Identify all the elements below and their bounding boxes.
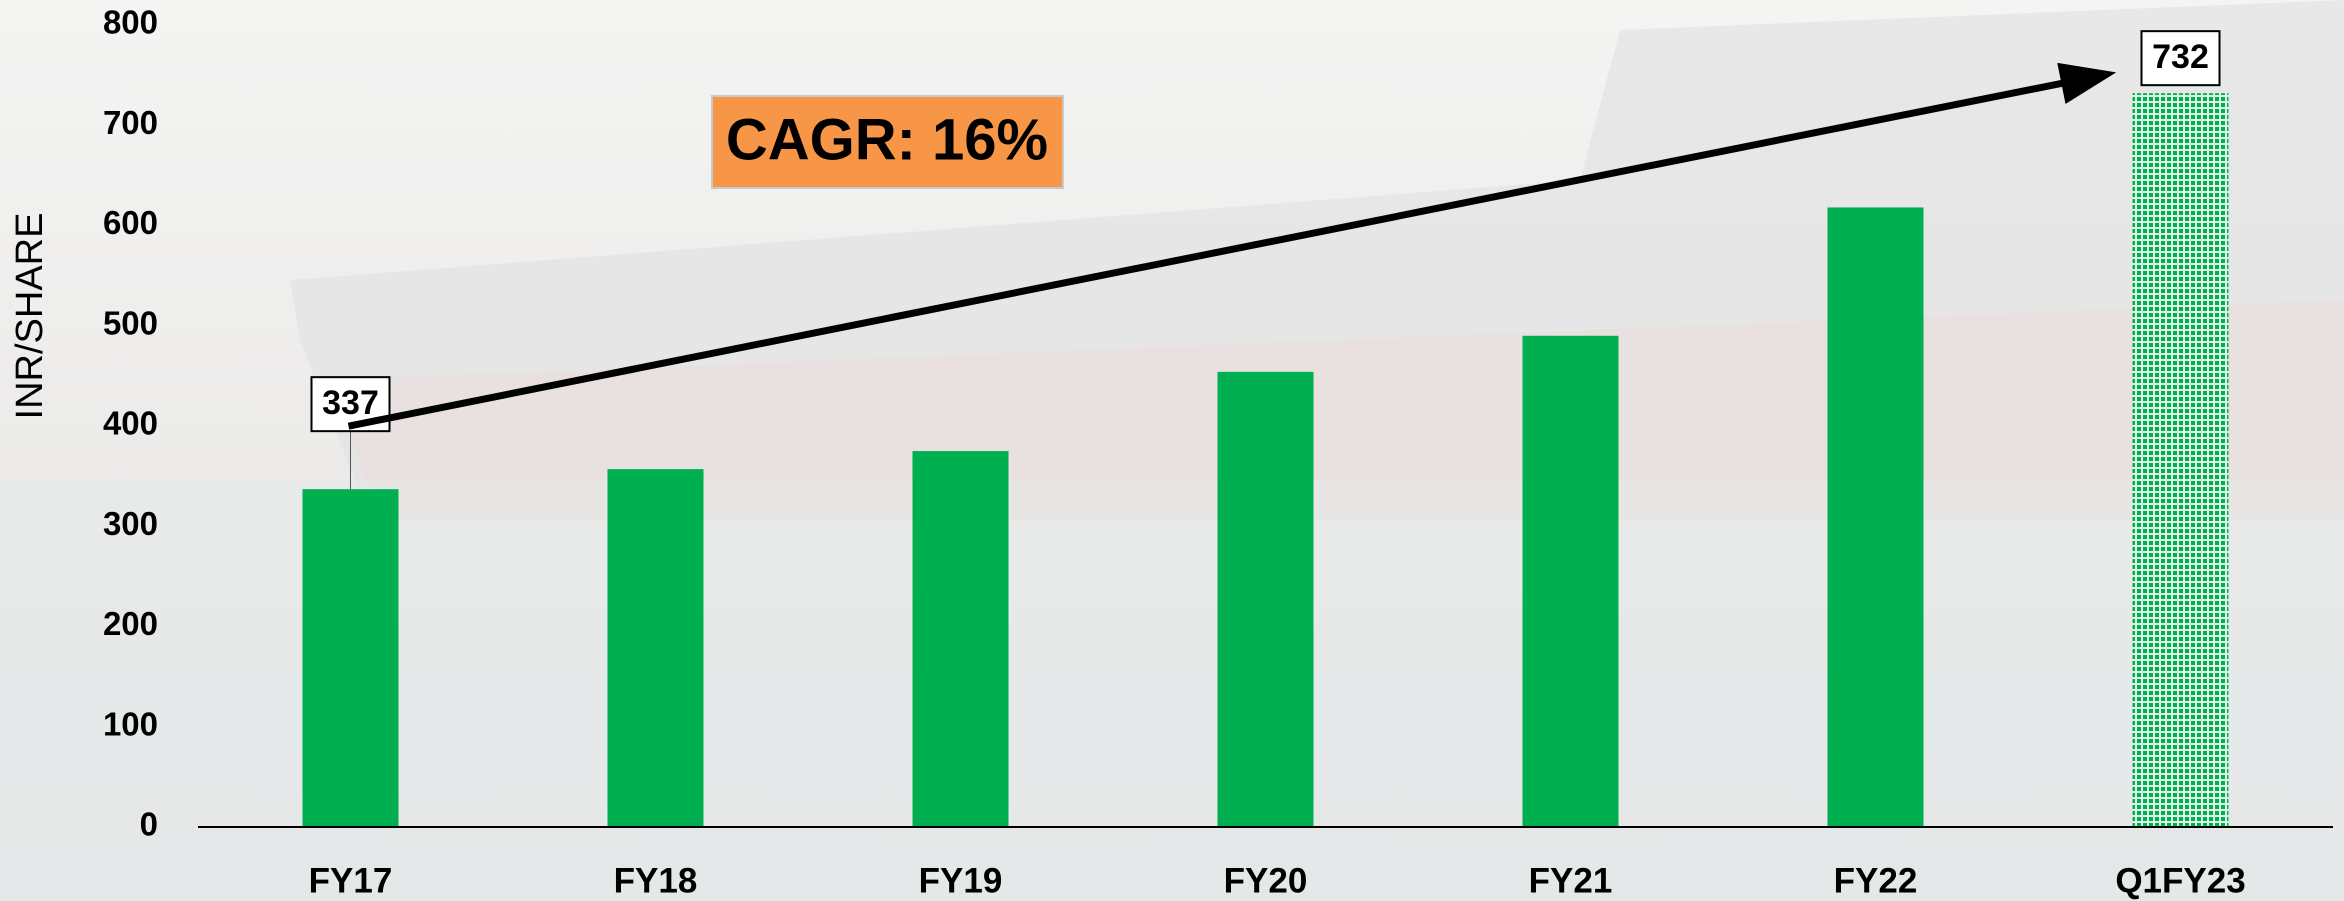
y-tick-label: 400	[103, 405, 158, 442]
y-tick-label: 100	[103, 705, 158, 742]
bar	[1828, 207, 1924, 827]
x-tick-label: FY18	[614, 861, 698, 900]
x-tick-label: FY22	[1834, 861, 1918, 900]
bar	[1523, 336, 1619, 827]
y-axis-label: INR/SHARE	[9, 213, 51, 420]
annotation: CAGR: 16%	[726, 107, 1048, 172]
chart: INR/SHARE 0 100 200 300 400 500 600 700 800 CAGR:…	[0, 0, 2344, 901]
y-tick-label: 600	[103, 204, 158, 241]
x-tick-label: FY17	[309, 861, 393, 900]
bar	[2133, 93, 2229, 827]
data-label: 732	[2152, 38, 2209, 76]
bar	[608, 469, 704, 827]
x-tick-label: Q1FY23	[2115, 861, 2245, 900]
bar	[303, 489, 399, 827]
bar	[913, 451, 1009, 827]
y-tick-label: 300	[103, 505, 158, 542]
bar	[1218, 372, 1314, 827]
y-tick-label: 0	[140, 806, 158, 843]
y-tick-label: 700	[103, 104, 158, 141]
data-label: 337	[322, 384, 379, 422]
y-tick-label: 500	[103, 304, 158, 341]
y-tick-label: 800	[103, 4, 158, 41]
y-tick-label: 200	[103, 605, 158, 642]
x-tick-label: FY19	[919, 861, 1003, 900]
x-tick-label: FY21	[1529, 861, 1613, 900]
x-tick-label: FY20	[1224, 861, 1308, 900]
